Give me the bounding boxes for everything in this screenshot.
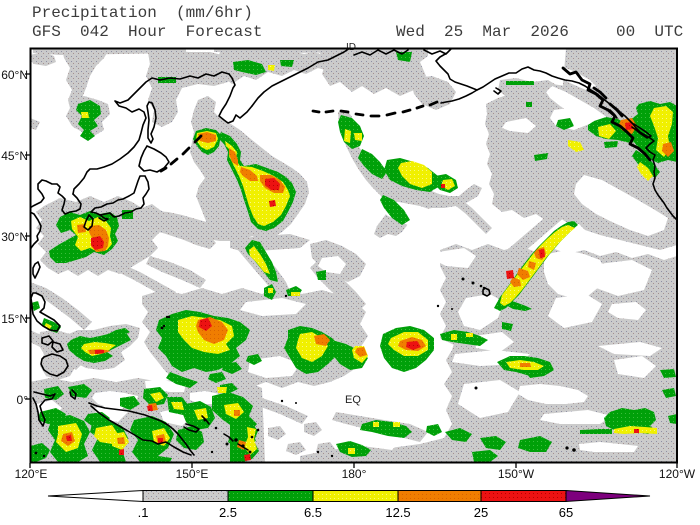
svg-text:.1: .1 — [138, 505, 149, 520]
svg-text:65: 65 — [559, 505, 573, 520]
svg-text:6.5: 6.5 — [304, 505, 322, 520]
svg-text:120°E: 120°E — [15, 467, 48, 481]
svg-text:15°N: 15°N — [1, 312, 28, 326]
svg-text:45°N: 45°N — [1, 149, 28, 163]
svg-text:Precipitation (mm/6hr): Precipitation (mm/6hr) — [32, 4, 253, 22]
svg-text:2.5: 2.5 — [219, 505, 237, 520]
svg-text:60°N: 60°N — [1, 68, 28, 82]
svg-text:12.5: 12.5 — [385, 505, 410, 520]
svg-text:GFS 042 Hour Forecast: GFS 042 Hour Forecast — [32, 23, 262, 41]
svg-text:00 UTC: 00 UTC — [616, 23, 683, 41]
svg-text:180°: 180° — [342, 467, 367, 481]
svg-text:150°W: 150°W — [498, 467, 535, 481]
svg-text:Wed 25 Mar 2026: Wed 25 Mar 2026 — [396, 23, 569, 41]
svg-text:150°E: 150°E — [176, 467, 209, 481]
svg-text:0°: 0° — [17, 393, 29, 407]
svg-text:EQ: EQ — [345, 394, 361, 406]
svg-text:25: 25 — [474, 505, 488, 520]
svg-text:120°W: 120°W — [659, 467, 696, 481]
svg-text:30°N: 30°N — [1, 230, 28, 244]
